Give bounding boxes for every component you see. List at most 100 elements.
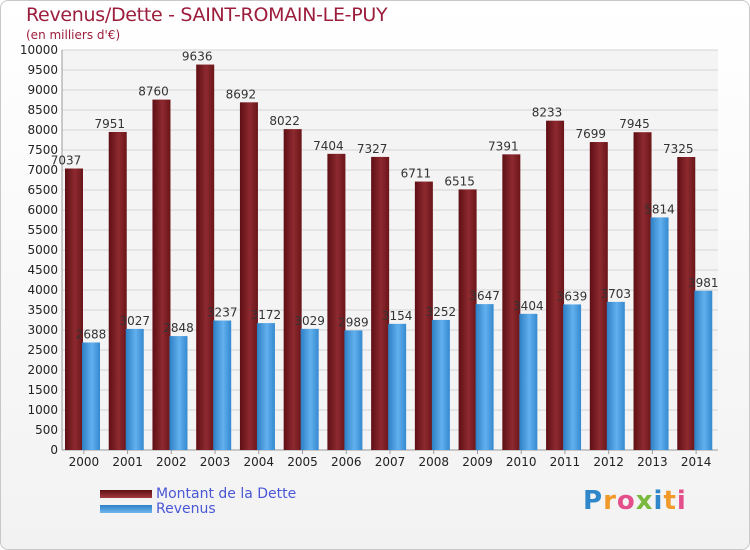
y-tick-label: 4000 xyxy=(27,283,58,297)
bar-debt xyxy=(677,157,696,450)
proxiti-logo: Proxiti xyxy=(583,486,687,516)
data-label-debt: 6515 xyxy=(444,174,475,188)
data-label-debt: 8760 xyxy=(138,85,169,99)
x-tick-label: 2009 xyxy=(462,455,493,469)
bar-revenue xyxy=(563,304,582,450)
y-tick-label: 3000 xyxy=(27,323,58,337)
data-label-revenue: 3027 xyxy=(119,314,150,328)
y-tick-label: 6500 xyxy=(27,183,58,197)
bar-debt xyxy=(327,153,346,450)
y-tick-label: 3500 xyxy=(27,303,58,317)
y-tick-label: 8500 xyxy=(27,103,58,117)
data-label-revenue: 3029 xyxy=(294,314,325,328)
data-label-revenue: 3639 xyxy=(557,289,588,303)
legend-swatch-revenue xyxy=(100,504,152,513)
data-label-debt: 8022 xyxy=(269,114,300,128)
bar-revenue xyxy=(519,313,538,450)
y-tick-label: 5000 xyxy=(27,243,58,257)
data-label-revenue: 3237 xyxy=(207,306,238,320)
data-label-debt: 7404 xyxy=(313,139,344,153)
data-label-revenue: 3981 xyxy=(688,276,719,290)
bar-debt xyxy=(283,129,302,450)
data-label-revenue: 3703 xyxy=(601,287,632,301)
bar-revenue xyxy=(169,336,188,450)
chart-title: Revenus/Dette - SAINT-ROMAIN-LE-PUY xyxy=(26,4,388,26)
data-label-debt: 9636 xyxy=(182,50,213,64)
y-tick-label: 9000 xyxy=(27,83,58,97)
data-label-debt: 6711 xyxy=(401,167,432,181)
bar-revenue xyxy=(694,290,713,450)
x-tick-label: 2007 xyxy=(375,455,406,469)
data-label-debt: 7945 xyxy=(619,117,650,131)
bar-debt xyxy=(108,131,127,450)
chart-subtitle: (en milliers d'€) xyxy=(26,28,121,42)
y-tick-label: 5500 xyxy=(27,223,58,237)
data-label-revenue: 5814 xyxy=(644,202,675,216)
data-label-revenue: 2848 xyxy=(163,321,194,335)
bar-debt xyxy=(414,181,433,450)
bar-revenue xyxy=(606,301,625,450)
bar-revenue xyxy=(388,323,407,450)
x-tick-label: 2003 xyxy=(200,455,231,469)
y-tick-label: 500 xyxy=(35,423,58,437)
data-label-revenue: 3404 xyxy=(513,299,544,313)
x-tick-label: 2002 xyxy=(156,455,187,469)
x-tick-label: 2012 xyxy=(593,455,624,469)
data-label-debt: 7037 xyxy=(51,154,82,168)
x-tick-label: 2013 xyxy=(637,455,668,469)
bar-revenue xyxy=(475,304,494,450)
y-tick-label: 7000 xyxy=(27,163,58,177)
data-label-debt: 7325 xyxy=(663,142,694,156)
y-tick-label: 1500 xyxy=(27,383,58,397)
data-label-debt: 7391 xyxy=(488,139,519,153)
legend-label-revenue: Revenus xyxy=(156,500,216,517)
legend-item-debt: Montant de la Dette xyxy=(100,485,297,502)
bar-revenue xyxy=(82,342,100,450)
data-label-debt: 7699 xyxy=(576,127,607,141)
legend-swatch-debt xyxy=(100,489,152,498)
y-tick-label: 8000 xyxy=(27,123,58,137)
data-label-revenue: 2989 xyxy=(338,315,369,329)
x-tick-label: 2006 xyxy=(331,455,362,469)
data-label-revenue: 3154 xyxy=(382,309,413,323)
bar-debt xyxy=(458,189,477,450)
bar-debt xyxy=(152,99,171,450)
bar-revenue xyxy=(125,328,144,450)
x-tick-label: 2014 xyxy=(681,455,712,469)
x-tick-label: 2011 xyxy=(550,455,581,469)
bar-debt xyxy=(633,132,652,450)
bar-debt xyxy=(502,154,521,451)
data-label-revenue: 3252 xyxy=(426,305,457,319)
bar-debt xyxy=(196,64,215,450)
data-label-revenue: 3172 xyxy=(251,308,282,322)
y-tick-label: 4500 xyxy=(27,263,58,277)
x-tick-label: 2000 xyxy=(69,455,100,469)
data-label-debt: 7951 xyxy=(94,117,125,131)
data-label-debt: 8233 xyxy=(532,106,563,120)
bar-debt xyxy=(65,168,83,450)
y-tick-label: 10000 xyxy=(20,43,58,57)
data-label-debt: 8692 xyxy=(226,87,257,101)
bar-debt xyxy=(589,142,608,451)
bar-revenue xyxy=(300,328,319,450)
legend-label-debt: Montant de la Dette xyxy=(156,485,297,502)
x-tick-label: 2008 xyxy=(418,455,449,469)
bar-debt xyxy=(371,156,390,451)
bar-revenue xyxy=(431,319,450,450)
data-label-revenue: 3647 xyxy=(469,289,500,303)
bar-revenue xyxy=(650,217,669,450)
data-label-revenue: 2688 xyxy=(76,327,107,341)
bar-revenue xyxy=(256,323,275,450)
x-tick-label: 2005 xyxy=(287,455,318,469)
x-tick-label: 2001 xyxy=(112,455,143,469)
y-tick-label: 2500 xyxy=(27,343,58,357)
legend-item-revenue: Revenus xyxy=(100,500,296,517)
y-tick-label: 6000 xyxy=(27,203,58,217)
legend: Montant de la Dette Revenus xyxy=(100,485,297,517)
x-tick-label: 2004 xyxy=(244,455,275,469)
bar-revenue xyxy=(344,330,363,450)
y-tick-label: 1000 xyxy=(27,403,58,417)
y-tick-label: 7500 xyxy=(27,143,58,157)
x-tick-label: 2010 xyxy=(506,455,537,469)
